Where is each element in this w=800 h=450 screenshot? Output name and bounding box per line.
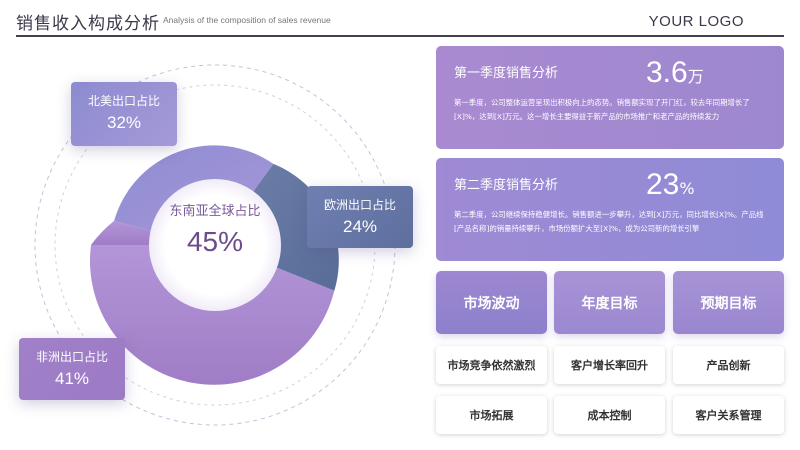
callout-label: 北美出口占比 — [87, 94, 160, 108]
donut-segment-africa — [89, 245, 335, 385]
item-cost-control: 成本控制 — [554, 396, 665, 434]
page-title: 销售收入构成分析 — [16, 14, 160, 34]
callout-value: 24% — [342, 217, 378, 236]
q1-unit: 万 — [687, 67, 704, 86]
q2-text: 第二季度，公司继续保持稳健增长。销售额进一步攀升，达到[X]万元，同比增长[X]… — [454, 210, 764, 233]
header-divider — [16, 35, 784, 37]
center-label: 东南亚全球占比 — [169, 204, 261, 219]
center-value: 45% — [186, 226, 244, 257]
item-product-innovation: 产品创新 — [673, 346, 784, 384]
donut-segment-southeast-asia — [91, 220, 167, 245]
q2-value: 23% — [646, 168, 695, 202]
page-subtitle: Analysis of the composition of sales rev… — [163, 15, 331, 25]
q1-text: 第一季度，公司整体运营呈现出积极向上的态势。销售额实现了开门红，较去年同期增长了… — [454, 98, 750, 121]
callout-africa: 非洲出口占比 41% — [19, 338, 125, 400]
donut-center — [149, 179, 281, 311]
callout-value: 32% — [106, 113, 142, 132]
q2-card: 第二季度销售分析 23% 第二季度，公司继续保持稳健增长。销售额进一步攀升，达到… — [436, 158, 784, 261]
item-market-expansion: 市场拓展 — [436, 396, 547, 434]
q1-title: 第一季度销售分析 — [454, 66, 559, 81]
logo: YOUR LOGO — [648, 13, 744, 30]
item-customer-growth: 客户增长率回升 — [554, 346, 665, 384]
callout-value: 41% — [54, 369, 90, 388]
q1-value: 3.6万 — [646, 56, 704, 90]
tile-annual-goal: 年度目标 — [554, 271, 665, 334]
tile-market-volatility: 市场波动 — [436, 271, 547, 334]
item-customer-relationship: 客户关系管理 — [673, 396, 784, 434]
q1-card: 第一季度销售分析 3.6万 第一季度，公司整体运营呈现出积极向上的态势。销售额实… — [436, 46, 784, 149]
q2-number: 23 — [646, 168, 680, 201]
q2-title: 第二季度销售分析 — [454, 178, 559, 193]
q2-unit: % — [679, 179, 695, 198]
callout-europe: 欧洲出口占比 24% — [307, 186, 413, 248]
callout-north-america: 北美出口占比 32% — [71, 82, 177, 146]
tile-expected-goal: 预期目标 — [673, 271, 784, 334]
callout-label: 欧洲出口占比 — [323, 198, 396, 212]
callout-label: 非洲出口占比 — [35, 350, 108, 364]
q1-number: 3.6 — [646, 56, 688, 89]
item-market-competition: 市场竞争依然激烈 — [436, 346, 547, 384]
